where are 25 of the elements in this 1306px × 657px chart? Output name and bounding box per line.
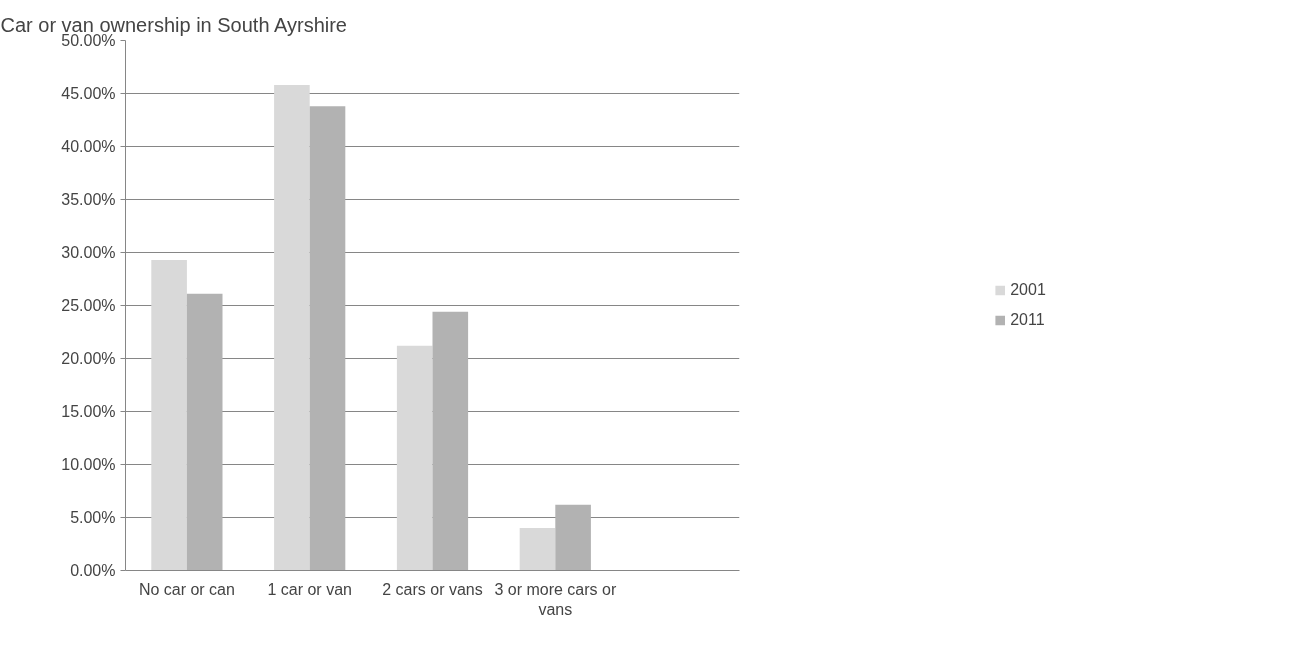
bar bbox=[555, 504, 591, 571]
x-tick-label: 2 cars or vans bbox=[382, 580, 483, 598]
y-tick-label: 30.00% bbox=[61, 244, 116, 261]
x-tick-label: No car or can bbox=[138, 580, 235, 598]
bar bbox=[309, 106, 346, 571]
y-tick-label: 50.00% bbox=[61, 32, 116, 49]
y-tick-label: 25.00% bbox=[61, 297, 116, 314]
y-tick-label: 10.00% bbox=[61, 456, 116, 473]
legend-label: 2011 bbox=[1010, 311, 1045, 329]
bar bbox=[151, 259, 187, 571]
x-tick-label: 3 or more cars or vans bbox=[494, 580, 617, 618]
y-tick-label: 45.00% bbox=[61, 85, 116, 102]
x-tick-label: 1 car or van bbox=[267, 580, 352, 598]
y-tick-label: 0.00% bbox=[70, 562, 116, 579]
bar bbox=[519, 528, 556, 571]
y-tick-label: 15.00% bbox=[61, 403, 116, 420]
y-tick-label: 20.00% bbox=[61, 350, 116, 367]
bar bbox=[396, 345, 433, 571]
bar bbox=[274, 85, 310, 571]
y-tick-label: 35.00% bbox=[61, 191, 116, 208]
legend-label: 2001 bbox=[1010, 281, 1046, 299]
y-tick-label: 40.00% bbox=[61, 138, 116, 155]
bar bbox=[186, 293, 223, 571]
bar bbox=[432, 311, 469, 571]
y-tick-label: 5.00% bbox=[70, 509, 116, 526]
